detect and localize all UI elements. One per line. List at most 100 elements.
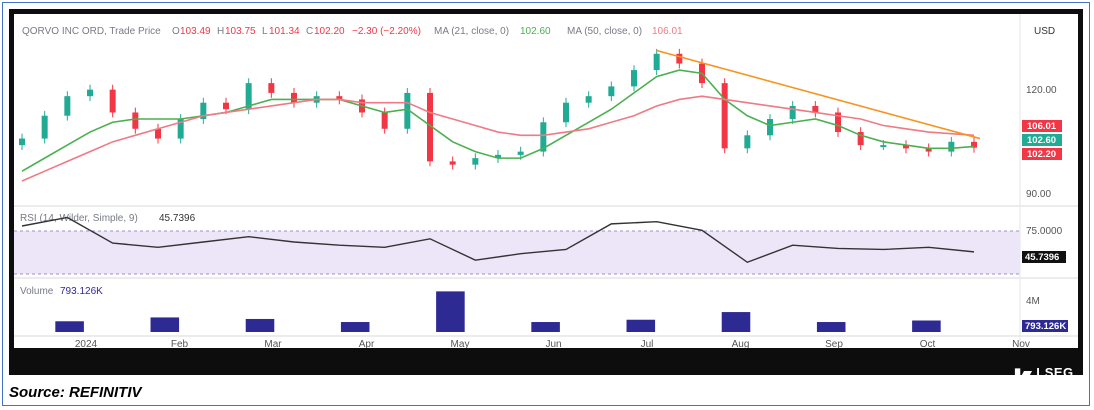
candle-body xyxy=(880,145,887,148)
candle-body xyxy=(857,132,864,146)
volume-value-tag xyxy=(1022,320,1068,332)
x-axis-label-nov: Nov xyxy=(1012,339,1030,348)
candle-body xyxy=(789,105,796,119)
candle-body xyxy=(245,83,252,110)
candle-body xyxy=(835,112,841,133)
ma21-price-tag-text: 102.60 xyxy=(1027,135,1056,146)
price-tick-90: 90.00 xyxy=(1026,189,1051,200)
ma50-line xyxy=(21,95,975,182)
candle-body xyxy=(495,154,501,159)
lseg-watermark: ▮▰ LSEG xyxy=(1014,365,1074,380)
volume-bar xyxy=(340,322,370,332)
ma21-line xyxy=(21,69,975,172)
close-value: 102.20 xyxy=(314,26,345,37)
ma50-value: 106.01 xyxy=(652,26,683,37)
low-value: 101.34 xyxy=(269,26,300,37)
x-axis-label-oct: Oct xyxy=(920,339,936,348)
candle-body xyxy=(223,102,229,110)
candle-body xyxy=(563,102,569,123)
candle-body xyxy=(903,145,909,149)
rsi-label: RSI (14, Wilder, Simple, 9) xyxy=(20,213,138,224)
candle-body xyxy=(381,112,388,129)
candle-body xyxy=(427,92,433,162)
open-label: O xyxy=(172,26,180,37)
volume-bar xyxy=(531,322,560,332)
volume-bar xyxy=(912,320,941,332)
high-value: 103.75 xyxy=(225,26,256,37)
stock-chart[interactable]: QORVO INC ORD, Trade Price O 103.49 H 10… xyxy=(14,14,1078,348)
ma21-price-tag xyxy=(1022,134,1062,146)
rsi-value-tag xyxy=(1022,251,1066,263)
x-axis-label-mar: Mar xyxy=(264,339,282,348)
candle-body xyxy=(19,138,25,146)
low-label: L xyxy=(262,26,268,37)
volume-label: Volume xyxy=(20,286,54,297)
high-label: H xyxy=(217,26,224,37)
candle-body xyxy=(925,148,932,152)
volume-value: 793.126K xyxy=(60,286,103,297)
candle-body xyxy=(155,128,161,139)
candle-body xyxy=(653,53,660,71)
ma50-label: MA (50, close, 0) xyxy=(567,26,642,37)
close-label: C xyxy=(306,26,313,37)
x-axis-label-apr: Apr xyxy=(359,339,375,348)
candle-body xyxy=(540,122,547,152)
trend-line xyxy=(656,49,981,140)
rsi-tick-75: 75.0000 xyxy=(1026,226,1063,237)
volume-bar xyxy=(55,321,84,332)
rsi-value: 45.7396 xyxy=(159,213,196,224)
rsi-band xyxy=(14,231,1020,274)
candle-body xyxy=(41,115,48,139)
candle-body xyxy=(177,119,184,139)
symbol-title: QORVO INC ORD, Trade Price xyxy=(22,26,161,37)
candle-body xyxy=(948,141,955,152)
candle-body xyxy=(291,92,297,103)
last-price-tag xyxy=(1022,148,1062,160)
last-price-tag-text: 102.20 xyxy=(1027,149,1056,160)
figure-frame xyxy=(2,2,1090,406)
candle-body xyxy=(404,92,411,129)
ma50-price-tag-text: 106.01 xyxy=(1027,121,1057,132)
candle-body xyxy=(87,89,93,97)
x-axis-label-feb: Feb xyxy=(171,339,189,348)
candle-body xyxy=(585,96,592,103)
x-axis-label-jun: Jun xyxy=(545,339,561,348)
rsi-line xyxy=(21,216,975,264)
volume-value-tag-text: 793.126K xyxy=(1025,321,1066,332)
chart-background xyxy=(14,14,1078,348)
candle-body xyxy=(449,161,456,165)
candle-body xyxy=(472,158,479,165)
x-axis-label-sep: Sep xyxy=(825,339,843,348)
candle-body xyxy=(109,89,116,113)
candle-body xyxy=(812,105,819,113)
open-value: 103.49 xyxy=(180,26,211,37)
candle-body xyxy=(971,141,977,148)
candle-body xyxy=(64,96,71,116)
ma21-value: 102.60 xyxy=(520,26,551,37)
candle-body xyxy=(631,70,637,87)
candle-body xyxy=(767,119,773,136)
volume-tick-4m: 4M xyxy=(1026,296,1040,307)
candle-body xyxy=(608,86,615,97)
volume-bar xyxy=(721,312,751,332)
ma50-price-tag xyxy=(1022,120,1062,132)
candle-body xyxy=(744,135,751,149)
x-axis-label-aug: Aug xyxy=(732,339,750,348)
currency-label: USD xyxy=(1034,26,1055,37)
candle-body xyxy=(336,96,343,100)
source-caption: Source: REFINITIV xyxy=(9,384,142,401)
volume-bar xyxy=(816,322,846,332)
chart-panel: QORVO INC ORD, Trade Price O 103.49 H 10… xyxy=(9,9,1083,380)
change-value: −2.30 (−2.20%) xyxy=(352,26,421,37)
price-tick-120: 120.00 xyxy=(1026,85,1057,96)
volume-bar xyxy=(245,318,275,332)
candle-body xyxy=(676,53,683,64)
volume-bar xyxy=(436,291,465,332)
candle-body xyxy=(132,112,139,129)
tradingview-logo-icon: ▮▰ xyxy=(1014,365,1037,380)
candle-body xyxy=(517,151,524,155)
ma21-label: MA (21, close, 0) xyxy=(434,26,509,37)
volume-bar xyxy=(626,319,656,332)
candle-body xyxy=(200,102,207,119)
candle-body xyxy=(721,83,728,149)
